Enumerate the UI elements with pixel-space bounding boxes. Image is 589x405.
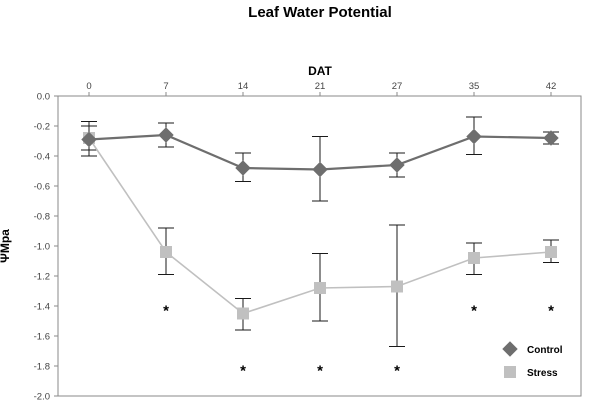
data-point <box>391 280 403 293</box>
y-tick-label: -0.2 <box>34 122 50 133</box>
x-tick-label: 7 <box>163 81 168 92</box>
legend-marker <box>502 341 518 357</box>
legend-item-control: Control <box>502 341 563 357</box>
data-point <box>237 307 249 320</box>
x-tick-label: 0 <box>86 81 91 92</box>
y-tick-label: -1.0 <box>34 242 50 253</box>
y-tick-label: 0.0 <box>37 92 50 103</box>
axis-ticks: 0.0 -0.2 -0.4 -0.6 -0.8 -1.0 -1.2 -1.4 -1.6 -1.8 -… <box>34 81 557 403</box>
data-point <box>389 157 405 173</box>
data-point <box>545 246 557 258</box>
significance-asterisk: * <box>163 303 169 320</box>
y-tick-label: -1.8 <box>34 362 50 373</box>
significance-markers: * * * * * * <box>163 303 554 380</box>
data-point <box>81 131 97 148</box>
y-tick-label: -0.6 <box>34 182 50 193</box>
y-tick-label: -2.0 <box>34 392 50 403</box>
y-tick-label: -0.8 <box>34 212 50 223</box>
series-layer <box>81 116 559 347</box>
significance-asterisk: * <box>317 363 323 380</box>
x-tick-label: 27 <box>392 81 403 92</box>
series-control <box>81 127 559 178</box>
legend-label: Control <box>527 345 563 356</box>
data-point <box>235 160 251 176</box>
significance-asterisk: * <box>240 363 246 380</box>
data-point <box>543 130 559 146</box>
legend-label: Stress <box>527 368 558 379</box>
x-tick-label: 14 <box>238 81 249 92</box>
x-axis-label: DAT <box>308 64 332 78</box>
significance-asterisk: * <box>548 303 554 320</box>
y-tick-label: -1.2 <box>34 272 50 283</box>
chart-title: Leaf Water Potential <box>248 4 392 21</box>
data-point <box>312 161 328 178</box>
data-point <box>468 252 480 264</box>
y-tick-label: -1.4 <box>34 302 50 313</box>
legend-item-stress: Stress <box>504 366 558 379</box>
series-stress <box>83 132 557 320</box>
y-tick-label: -1.6 <box>34 332 50 343</box>
error-bars-control <box>81 116 559 202</box>
x-tick-label: 42 <box>546 81 557 92</box>
legend-marker <box>504 366 516 378</box>
significance-asterisk: * <box>471 303 477 320</box>
significance-asterisk: * <box>394 363 400 380</box>
data-point <box>314 282 326 294</box>
legend: Control Stress <box>502 341 563 379</box>
data-point <box>466 128 482 145</box>
y-axis-label: ΨMpa <box>0 229 12 263</box>
y-tick-label: -0.4 <box>34 152 50 163</box>
x-tick-label: 35 <box>469 81 480 92</box>
data-point <box>158 127 174 143</box>
data-point <box>160 246 172 258</box>
x-tick-label: 21 <box>315 81 326 92</box>
